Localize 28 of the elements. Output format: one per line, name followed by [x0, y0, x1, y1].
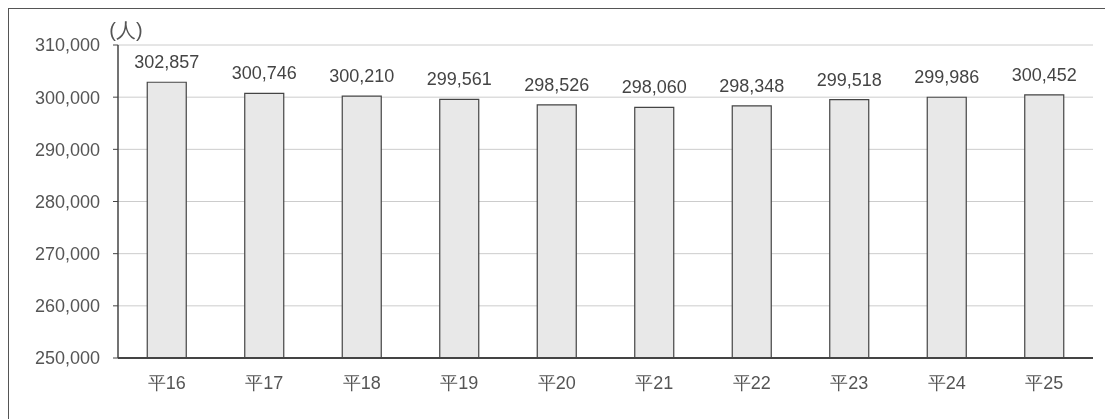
y-tick-label: 260,000	[34, 296, 100, 317]
y-tick-label: 300,000	[34, 87, 100, 108]
data-label: 300,746	[231, 63, 297, 84]
data-label: 299,986	[914, 67, 980, 88]
x-tick-label: 平16	[147, 372, 186, 393]
x-tick-label: 平24	[927, 372, 966, 393]
y-tick-label: 310,000	[34, 35, 100, 56]
y-tick-label: 290,000	[34, 139, 100, 160]
data-label: 300,210	[329, 66, 395, 87]
data-label: 302,857	[134, 52, 200, 73]
data-label: 300,452	[1011, 64, 1077, 85]
x-tick-label: 平20	[537, 372, 576, 393]
y-tick-label: 250,000	[34, 348, 100, 369]
x-tick-label: 平21	[635, 372, 674, 393]
x-tick-label: 平19	[440, 372, 479, 393]
x-tick-label: 平23	[830, 372, 869, 393]
x-tick-label: 平25	[1025, 372, 1064, 393]
x-tick-label: 平18	[342, 372, 381, 393]
data-label: 299,561	[426, 69, 492, 90]
data-label: 299,518	[816, 69, 882, 90]
y-axis-title: (人)	[109, 19, 143, 41]
x-tick-label: 平22	[732, 372, 771, 393]
y-tick-label: 270,000	[34, 244, 100, 265]
data-label: 298,060	[621, 77, 687, 98]
y-tick-label: 280,000	[34, 191, 100, 212]
data-label: 298,348	[719, 75, 785, 96]
x-tick-label: 平17	[245, 372, 284, 393]
data-label: 298,526	[524, 74, 590, 95]
